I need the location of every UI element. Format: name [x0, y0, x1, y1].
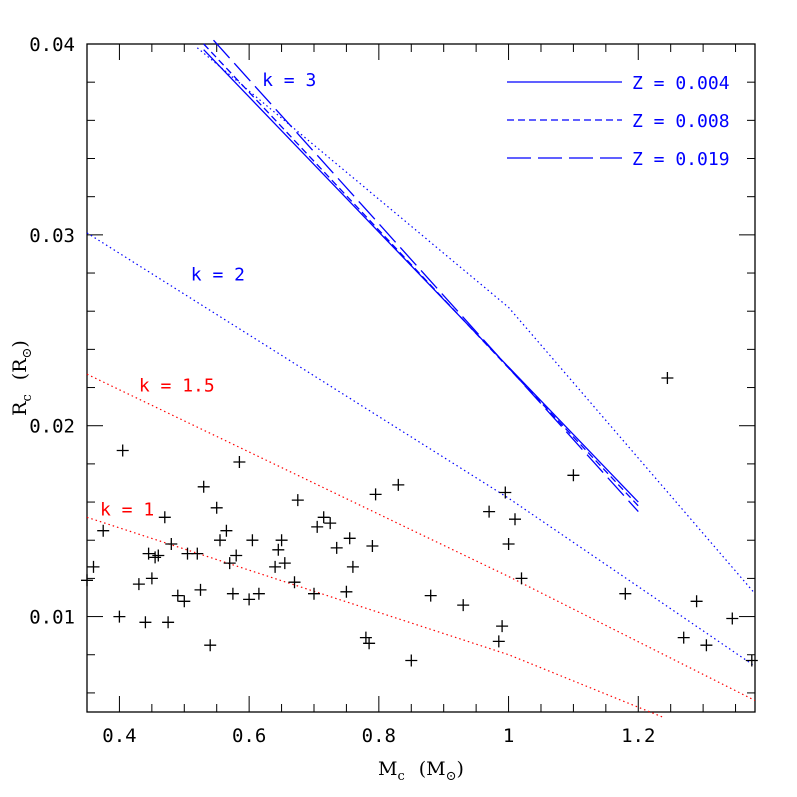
data-point — [492, 635, 505, 648]
x-axis-label: Mc (M⊙) — [378, 758, 464, 784]
data-point — [275, 534, 288, 547]
data-point — [204, 639, 217, 652]
data-point — [424, 589, 437, 602]
data-point — [392, 478, 405, 491]
data-point — [145, 572, 158, 585]
model-curves — [86, 39, 756, 719]
data-point — [363, 637, 376, 650]
data-point — [97, 524, 110, 537]
data-point — [226, 587, 239, 600]
data-point — [369, 488, 382, 501]
y-tick-label: 0.04 — [29, 34, 75, 56]
data-point — [700, 639, 713, 652]
data-points — [81, 372, 758, 667]
data-point — [311, 520, 324, 533]
k-1-5-line — [86, 373, 756, 702]
data-point — [113, 610, 126, 623]
axis-ticks — [86, 43, 755, 712]
data-point — [269, 560, 282, 573]
data-point — [502, 538, 515, 550]
x-tick-label: 0.6 — [232, 725, 266, 747]
data-point — [330, 541, 343, 554]
y-axis-label: Rc(R⊙) — [9, 340, 35, 416]
data-point — [677, 631, 690, 644]
plot-frame — [86, 43, 756, 713]
k-3-line — [196, 47, 756, 595]
data-point — [214, 534, 226, 547]
data-point — [220, 524, 233, 537]
data-point — [243, 593, 256, 606]
data-point — [726, 612, 739, 625]
k-label: k = 2 — [191, 265, 245, 286]
k-label: k = 3 — [262, 70, 316, 91]
data-point — [690, 595, 703, 608]
data-point — [340, 585, 353, 598]
data-point — [499, 486, 512, 499]
data-point — [567, 469, 580, 482]
data-point — [158, 511, 171, 524]
metallicity-line — [203, 49, 639, 503]
data-point — [223, 557, 236, 570]
data-point — [324, 517, 337, 530]
x-tick-label: 0.4 — [102, 725, 136, 747]
data-point — [210, 501, 223, 514]
data-point — [346, 560, 359, 573]
k-label: k = 1.5 — [139, 375, 215, 396]
data-point — [246, 534, 259, 547]
data-point — [272, 543, 285, 556]
data-point — [405, 654, 418, 667]
k-label: k = 1 — [100, 499, 154, 520]
y-tick-label: 0.01 — [29, 607, 75, 629]
data-point — [191, 547, 204, 560]
data-point — [619, 587, 632, 600]
x-tick-label: 1.2 — [621, 725, 655, 747]
data-point — [359, 631, 372, 644]
data-point — [116, 444, 129, 457]
y-tick-label: 0.02 — [29, 416, 75, 438]
data-point — [149, 551, 162, 564]
tick-labels: 0.4 0.6 0.8 1 1.2 0.01 0.02 0.03 0.04 — [29, 34, 655, 747]
legend-label: Z = 0.019 — [632, 149, 730, 170]
data-point — [87, 560, 100, 573]
data-point — [252, 587, 265, 600]
data-point — [81, 574, 93, 587]
data-point — [142, 547, 155, 560]
data-point — [278, 557, 291, 570]
data-point — [162, 616, 175, 629]
data-point — [366, 540, 379, 552]
data-point — [288, 576, 301, 589]
y-tick-label: 0.03 — [29, 225, 75, 247]
curve-annotations: k = 3 k = 2 k = 1.5 k = 1 — [100, 70, 316, 520]
data-point — [291, 494, 304, 507]
x-tick-label: 0.8 — [362, 725, 396, 747]
data-point — [496, 620, 509, 633]
data-point — [745, 654, 758, 667]
x-tick-label: 1 — [503, 725, 514, 747]
data-point — [457, 599, 470, 612]
data-point — [139, 616, 152, 629]
legend-label: Z = 0.008 — [632, 111, 730, 132]
k-1-line — [86, 516, 665, 719]
data-point — [230, 549, 243, 562]
data-point — [317, 511, 330, 524]
legend: Z = 0.004 Z = 0.008 Z = 0.019 — [507, 73, 730, 170]
data-point — [171, 589, 184, 602]
data-point — [132, 578, 145, 591]
data-point — [197, 480, 210, 493]
data-point — [178, 595, 191, 608]
data-point — [343, 532, 356, 545]
metallicity-line — [203, 43, 639, 507]
data-point — [483, 505, 496, 518]
data-point — [233, 456, 246, 468]
data-point — [515, 572, 528, 585]
data-point — [308, 587, 320, 600]
data-point — [152, 549, 165, 562]
data-point — [661, 372, 674, 384]
legend-label: Z = 0.004 — [632, 73, 730, 94]
metallicity-line — [213, 39, 639, 513]
data-point — [165, 538, 178, 550]
data-point — [194, 583, 207, 596]
data-point — [509, 513, 521, 526]
